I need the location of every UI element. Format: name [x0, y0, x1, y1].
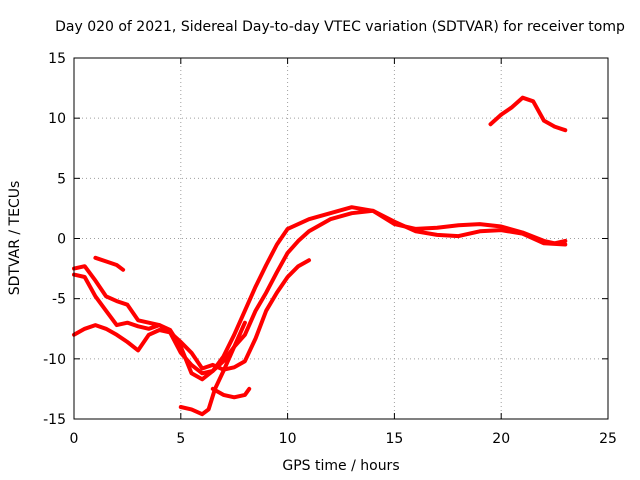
x-tick-label: 20: [492, 431, 510, 447]
x-tick-label: 10: [279, 431, 297, 447]
y-tick-label: 5: [57, 171, 66, 187]
y-tick-label: 0: [57, 232, 66, 248]
series-line-track-a: [72, 205, 568, 376]
axis-ticks: 0 5 10 15 20 25 -15 -10 -5 0 5 10 15: [43, 51, 617, 447]
x-axis-label: GPS time / hours: [282, 458, 399, 474]
y-tick-label: -10: [43, 352, 66, 368]
x-tick-label: 5: [176, 431, 185, 447]
series-line-track-e: [210, 386, 252, 400]
y-tick-label: -15: [43, 412, 66, 428]
series-line-track-d: [178, 320, 247, 417]
x-tick-label: 25: [599, 431, 617, 447]
x-tick-label: 15: [385, 431, 403, 447]
series-line-track-g: [488, 95, 568, 133]
series-line-track-c: [72, 258, 311, 372]
data-series: [72, 95, 568, 417]
chart-title: Day 020 of 2021, Sidereal Day-to-day VTE…: [55, 19, 625, 35]
y-tick-label: 10: [48, 111, 66, 127]
y-tick-label: 15: [48, 51, 66, 67]
series-line-track-b: [72, 208, 568, 382]
y-tick-label: -5: [52, 292, 66, 308]
grid-lines: [74, 58, 608, 419]
y-axis-label: SDTVAR / TECUs: [7, 181, 23, 296]
series-line-track-f: [93, 255, 126, 272]
x-tick-label: 0: [70, 431, 79, 447]
